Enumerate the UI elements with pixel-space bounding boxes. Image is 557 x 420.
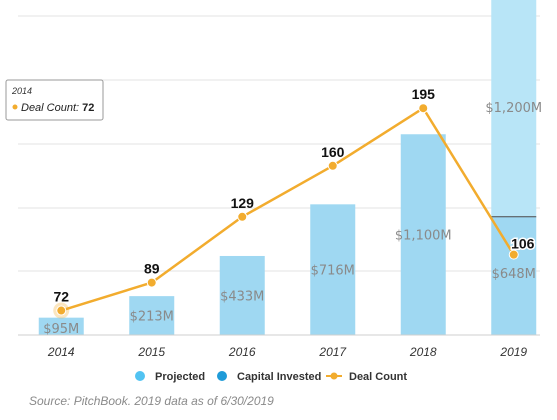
deal-count-point-2019 bbox=[508, 249, 519, 260]
x-axis: 2014 2015 2016 2017 2018 2019 bbox=[18, 334, 540, 359]
deal-count-labels: 72 89 129 160 195 106 bbox=[53, 86, 536, 305]
tooltip-year: 2014 bbox=[11, 86, 32, 96]
legend-marker bbox=[135, 371, 145, 381]
bar-capital-2014 bbox=[38, 317, 84, 335]
x-tick-label: 2017 bbox=[318, 345, 347, 359]
deal-count-label-2015: 89 bbox=[144, 261, 160, 277]
bar-label-2015: $213M bbox=[130, 310, 174, 325]
deal-count-label-2016: 129 bbox=[231, 195, 255, 211]
deal-count-point-2017 bbox=[327, 160, 338, 171]
deal-count-label-2014: 72 bbox=[53, 289, 69, 305]
deal-count-point-2014 bbox=[56, 305, 67, 316]
bar-labels: $95M $213M $433M $716M $1,100M $1,200M $648M bbox=[43, 101, 542, 337]
bar-label-projected-2019: $1,200M bbox=[485, 101, 542, 116]
tooltip-value: 72 bbox=[82, 102, 94, 114]
deal-count-point-2016 bbox=[237, 211, 248, 222]
deal-count-label-2018: 195 bbox=[412, 86, 436, 102]
deal-count-line bbox=[53, 103, 519, 319]
deal-count-label-2019: 106 bbox=[511, 236, 535, 252]
bar-label-2014: $95M bbox=[43, 322, 79, 337]
source-note: Source: PitchBook. 2019 data as of 6/30/… bbox=[29, 394, 274, 408]
x-tick-label: 2015 bbox=[137, 345, 165, 359]
legend-label: Capital Invested bbox=[237, 371, 321, 383]
tooltip-box bbox=[5, 79, 104, 121]
bar-capital-2015 bbox=[129, 296, 175, 335]
tooltip-marker bbox=[12, 104, 18, 110]
bar-capital-2019 bbox=[491, 216, 537, 335]
bar-label-2018: $1,100M bbox=[395, 229, 452, 244]
legend-marker bbox=[217, 371, 227, 381]
deal-count-point-2015 bbox=[146, 277, 157, 288]
deal-count-polyline bbox=[60, 106, 515, 312]
deal-count-point-2018 bbox=[418, 103, 429, 114]
tooltip-series-name: Deal Count: bbox=[21, 102, 82, 114]
bar-label-2019: $648M bbox=[492, 267, 536, 282]
legend: Projected Capital Invested Deal Count bbox=[135, 371, 407, 383]
legend-label: Deal Count bbox=[349, 371, 407, 383]
x-tick-label: 2018 bbox=[409, 345, 437, 359]
x-tick-label: 2014 bbox=[47, 345, 75, 359]
bar-capital-2016 bbox=[219, 255, 265, 335]
bar-projected-2019 bbox=[491, 0, 537, 217]
bar-label-2016: $433M bbox=[220, 289, 264, 304]
gridlines bbox=[18, 15, 540, 272]
tooltip-text: Deal Count: 72 bbox=[21, 102, 94, 114]
bar-capital-2018 bbox=[400, 134, 446, 335]
x-tick-label: 2016 bbox=[228, 345, 256, 359]
tooltip: 2014 Deal Count: 72 bbox=[5, 79, 104, 121]
bars bbox=[38, 0, 537, 335]
legend-label: Projected bbox=[155, 371, 205, 383]
bar-label-2017: $716M bbox=[311, 264, 355, 279]
x-tick-label: 2019 bbox=[499, 345, 527, 359]
bar-capital-2017 bbox=[310, 204, 356, 335]
deal-count-label-2017: 160 bbox=[321, 144, 345, 160]
legend-dot-marker bbox=[330, 372, 338, 380]
